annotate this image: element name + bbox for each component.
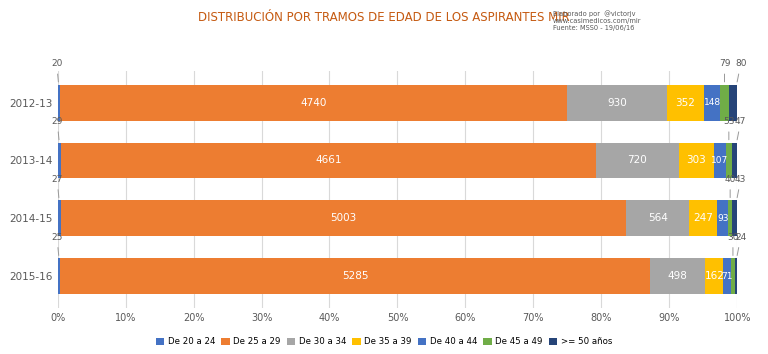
Text: 4661: 4661 xyxy=(315,155,342,165)
Text: 93: 93 xyxy=(717,214,728,223)
Bar xyxy=(58,258,61,294)
Bar xyxy=(568,85,667,121)
Text: 720: 720 xyxy=(627,155,647,165)
Bar xyxy=(705,258,723,294)
Text: 24: 24 xyxy=(735,233,746,256)
Text: 27: 27 xyxy=(51,175,63,198)
Bar xyxy=(667,85,704,121)
Bar xyxy=(713,143,726,178)
Text: Elaborado por  @victorjv
www.casimedicos.com/mir
Fuente: MSS0 - 19/06/16: Elaborado por @victorjv www.casimedicos.… xyxy=(553,11,641,32)
Text: 107: 107 xyxy=(711,156,728,165)
Bar xyxy=(690,200,717,236)
Bar xyxy=(626,200,690,236)
Bar xyxy=(650,258,705,294)
Text: 25: 25 xyxy=(51,233,63,256)
Text: 303: 303 xyxy=(687,155,706,165)
Bar xyxy=(60,85,568,121)
Bar xyxy=(729,85,737,121)
Bar xyxy=(723,258,731,294)
Bar xyxy=(726,143,732,178)
Text: 148: 148 xyxy=(703,98,721,107)
Bar xyxy=(731,258,735,294)
Bar xyxy=(58,143,61,178)
Text: 29: 29 xyxy=(51,117,63,140)
Text: 53: 53 xyxy=(723,117,734,140)
Text: 5285: 5285 xyxy=(342,271,369,281)
Text: 79: 79 xyxy=(719,59,730,82)
Text: 43: 43 xyxy=(735,175,746,198)
Text: 498: 498 xyxy=(667,271,687,281)
Bar xyxy=(704,85,720,121)
Text: 71: 71 xyxy=(722,272,733,281)
Text: 564: 564 xyxy=(647,213,667,223)
Text: DISTRIBUCIÓN POR TRAMOS DE EDAD DE LOS ASPIRANTES MIR: DISTRIBUCIÓN POR TRAMOS DE EDAD DE LOS A… xyxy=(198,11,570,24)
Bar xyxy=(735,258,737,294)
Bar xyxy=(596,143,679,178)
Text: 162: 162 xyxy=(704,271,724,281)
Bar xyxy=(717,200,728,236)
Text: 40: 40 xyxy=(724,175,736,198)
Bar xyxy=(679,143,713,178)
Bar xyxy=(728,200,733,236)
Bar xyxy=(61,143,596,178)
Bar xyxy=(733,200,737,236)
Text: 4740: 4740 xyxy=(300,98,326,108)
Text: 47: 47 xyxy=(735,117,746,140)
Bar xyxy=(58,85,60,121)
Text: 80: 80 xyxy=(735,59,746,82)
Bar xyxy=(732,143,737,178)
Bar xyxy=(61,200,626,236)
Text: 5003: 5003 xyxy=(330,213,356,223)
Bar xyxy=(58,200,61,236)
Legend: De 20 a 24, De 25 a 29, De 30 a 34, De 35 a 39, De 40 a 44, De 45 a 49, >= 50 añ: De 20 a 24, De 25 a 29, De 30 a 34, De 3… xyxy=(152,334,616,350)
Text: 247: 247 xyxy=(694,213,713,223)
Text: 352: 352 xyxy=(676,98,696,108)
Text: 20: 20 xyxy=(51,59,62,82)
Text: 30: 30 xyxy=(727,233,739,256)
Bar xyxy=(61,258,650,294)
Bar xyxy=(720,85,729,121)
Text: 930: 930 xyxy=(607,98,627,108)
